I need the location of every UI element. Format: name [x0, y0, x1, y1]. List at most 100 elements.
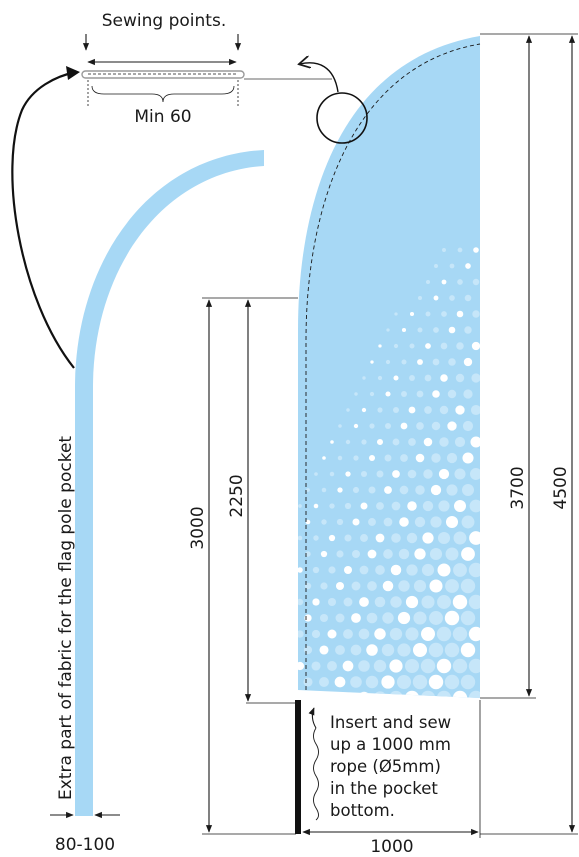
- halftone-dot: [298, 535, 303, 541]
- halftone-dot: [311, 629, 321, 639]
- halftone-dot: [338, 424, 342, 428]
- halftone-dot: [385, 359, 391, 365]
- extra-fabric-label: Extra part of fabric for the flag pole p…: [56, 436, 76, 800]
- halftone-dot: [415, 485, 425, 495]
- halftone-dot: [392, 438, 400, 446]
- halftone-dot: [384, 486, 392, 494]
- halftone-dot: [406, 564, 418, 576]
- halftone-dot: [444, 674, 460, 690]
- halftone-dot: [401, 359, 407, 365]
- halftone-dot: [440, 342, 448, 350]
- halftone-dot: [344, 502, 352, 510]
- halftone-dot: [384, 454, 392, 462]
- halftone-dot: [344, 534, 352, 542]
- halftone-dot: [409, 311, 415, 317]
- flag-pole: [295, 700, 301, 834]
- halftone-dot: [319, 613, 329, 623]
- halftone-dot: [381, 675, 395, 689]
- halftone-dot: [352, 486, 360, 494]
- halftone-dot: [376, 438, 384, 446]
- halftone-dot: [397, 611, 411, 625]
- rope-note-line-3: rope (Ø5mm): [330, 757, 441, 776]
- halftone-dot: [399, 517, 409, 527]
- halftone-dot: [401, 327, 407, 333]
- halftone-dot: [368, 454, 376, 462]
- halftone-dot: [346, 408, 350, 412]
- halftone-dot: [298, 567, 303, 573]
- halftone-dot: [472, 310, 480, 318]
- halftone-dot: [321, 487, 327, 493]
- halftone-dot: [417, 359, 423, 365]
- halftone-dot: [448, 326, 456, 334]
- halftone-dot: [328, 566, 336, 574]
- halftone-dot: [407, 501, 417, 511]
- halftone-dot: [369, 391, 375, 397]
- halftone-dot: [430, 516, 442, 528]
- halftone-dot: [382, 580, 394, 592]
- halftone-dot: [337, 455, 343, 461]
- halftone-dot: [437, 531, 451, 545]
- halftone-dot: [404, 690, 420, 698]
- halftone-dot: [336, 518, 344, 526]
- halftone-dot: [345, 439, 351, 445]
- halftone-dot: [406, 532, 418, 544]
- halftone-dot: [456, 310, 464, 318]
- halftone-dot: [431, 453, 441, 463]
- halftone-dot: [319, 677, 329, 687]
- halftone-dot: [412, 642, 428, 658]
- halftone-dot: [423, 437, 433, 447]
- halftone-dot: [351, 581, 361, 591]
- halftone-dot: [398, 548, 410, 560]
- halftone-dot: [360, 502, 368, 510]
- dim-4500-label: 4500: [551, 466, 571, 509]
- halftone-dot: [424, 374, 432, 382]
- halftone-dot: [350, 676, 362, 688]
- halftone-dot: [399, 485, 409, 495]
- rope-note-arrow: [308, 707, 317, 729]
- halftone-dot: [453, 563, 467, 577]
- detail-circle: [316, 92, 368, 144]
- halftone-dot: [321, 519, 327, 525]
- halftone-dot: [377, 407, 383, 413]
- halftone-dot: [462, 484, 474, 496]
- halftone-dot: [449, 263, 455, 269]
- halftone-dot: [373, 659, 387, 673]
- halftone-dot: [436, 626, 452, 642]
- halftone-dot: [437, 563, 451, 577]
- sewing-points-detail: Sewing points. Min 60: [81, 11, 332, 127]
- halftone-dot: [405, 595, 419, 609]
- halftone-dot: [422, 532, 434, 544]
- halftone-dot: [421, 595, 435, 609]
- halftone-dot: [463, 389, 473, 399]
- halftone-dot: [431, 421, 441, 431]
- halftone-dot: [366, 644, 378, 656]
- halftone-dot: [438, 468, 450, 480]
- halftone-dot: [416, 422, 424, 430]
- halftone-dot: [336, 550, 344, 558]
- halftone-dot: [358, 628, 370, 640]
- halftone-dot: [457, 279, 463, 285]
- halftone-dot: [412, 674, 428, 690]
- flag: [298, 36, 481, 698]
- halftone-dot: [472, 278, 480, 286]
- halftone-dot: [444, 642, 460, 658]
- halftone-dot: [462, 420, 474, 432]
- halftone-dot: [422, 500, 434, 512]
- rope-note-line-1: Insert and sew: [330, 713, 451, 732]
- halftone-dot: [320, 582, 328, 590]
- halftone-dot: [445, 579, 459, 593]
- halftone-dot: [468, 658, 480, 674]
- halftone-dot: [439, 437, 449, 447]
- min-label: Min 60: [134, 107, 191, 127]
- halftone-dot: [390, 596, 402, 608]
- sewing-points-label: Sewing points.: [102, 11, 226, 31]
- halftone-dot: [359, 597, 369, 607]
- halftone-dot: [452, 626, 468, 642]
- halftone-dot: [393, 407, 399, 413]
- halftone-dot: [312, 598, 320, 606]
- halftone-dot: [305, 551, 311, 557]
- halftone-dot: [303, 677, 313, 687]
- halftone-dot: [391, 533, 401, 543]
- halftone-dot: [426, 280, 430, 284]
